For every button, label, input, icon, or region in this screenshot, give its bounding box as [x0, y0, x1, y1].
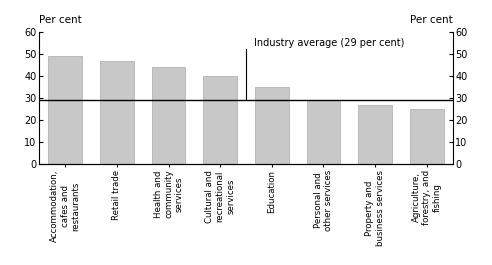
Bar: [48, 56, 82, 164]
Bar: [410, 109, 444, 164]
Bar: [152, 67, 185, 164]
Bar: [100, 60, 134, 164]
Text: Per cent: Per cent: [39, 15, 82, 25]
Text: Industry average (29 per cent): Industry average (29 per cent): [254, 38, 404, 48]
Bar: [358, 105, 392, 164]
Bar: [255, 87, 289, 164]
Bar: [203, 76, 237, 164]
Text: Per cent: Per cent: [410, 15, 453, 25]
Bar: [307, 100, 340, 164]
